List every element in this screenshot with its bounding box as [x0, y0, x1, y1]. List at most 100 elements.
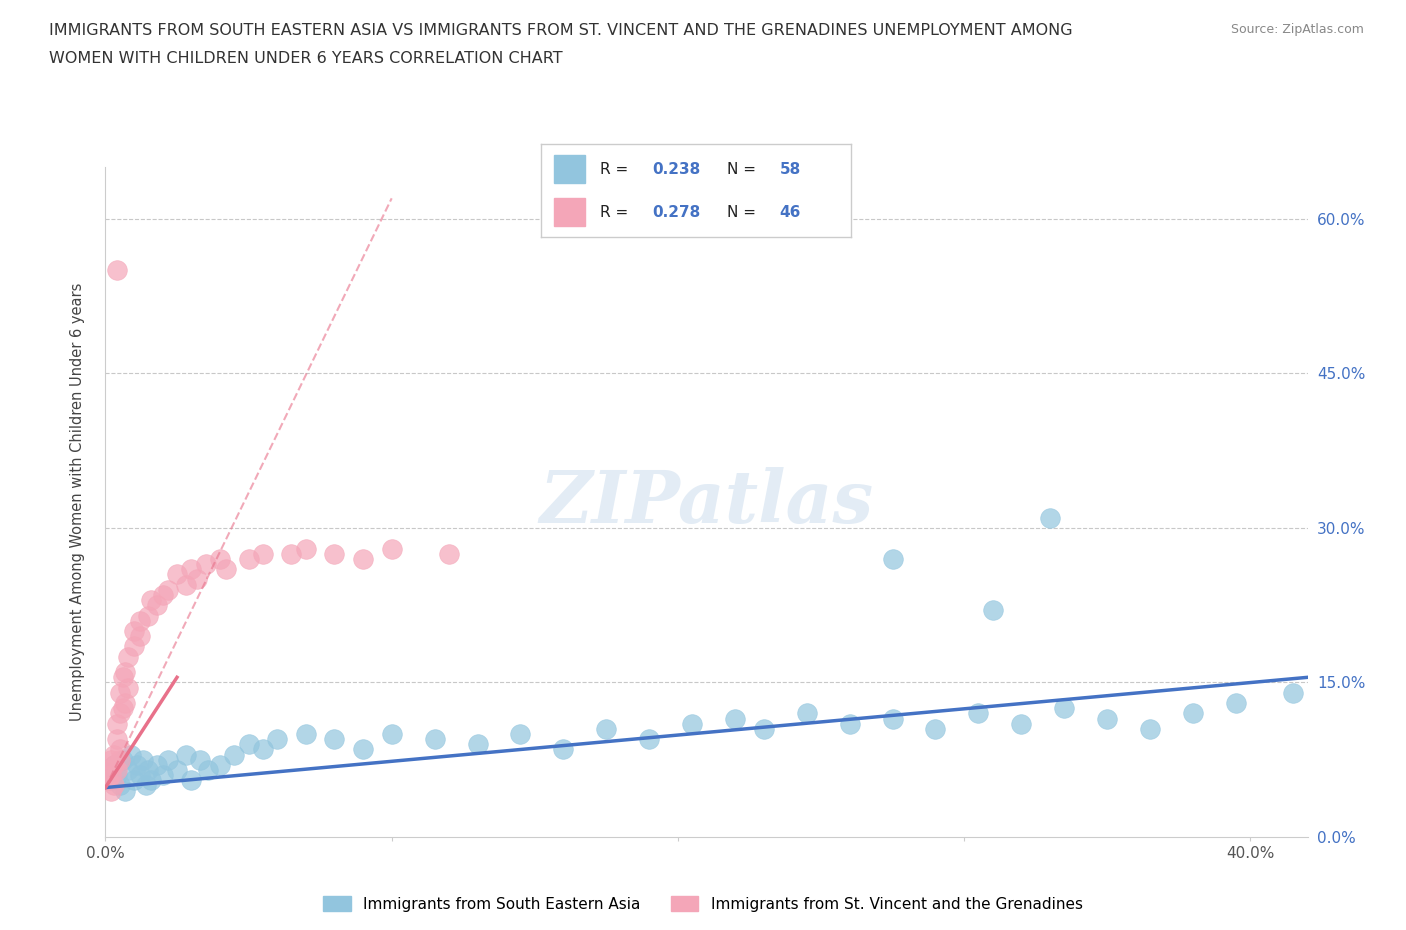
- Point: [509, 726, 531, 741]
- Point: [724, 711, 747, 726]
- Point: [266, 732, 288, 747]
- Point: [553, 742, 575, 757]
- Point: [381, 541, 404, 556]
- Text: ZIPatlas: ZIPatlas: [540, 467, 873, 538]
- Point: [1225, 696, 1247, 711]
- Point: [208, 551, 231, 566]
- Point: [238, 551, 260, 566]
- Point: [100, 783, 122, 798]
- Y-axis label: Unemployment Among Women with Children Under 6 years: Unemployment Among Women with Children U…: [70, 283, 86, 722]
- Point: [467, 737, 489, 751]
- Point: [180, 773, 202, 788]
- Point: [135, 778, 157, 793]
- Text: WOMEN WITH CHILDREN UNDER 6 YEARS CORRELATION CHART: WOMEN WITH CHILDREN UNDER 6 YEARS CORREL…: [49, 51, 562, 66]
- FancyBboxPatch shape: [554, 155, 585, 183]
- Point: [423, 732, 446, 747]
- Text: N =: N =: [727, 162, 761, 177]
- Point: [1095, 711, 1118, 726]
- Point: [323, 732, 346, 747]
- Point: [352, 551, 374, 566]
- Point: [166, 567, 188, 582]
- Point: [108, 742, 131, 757]
- Point: [141, 773, 163, 788]
- Point: [146, 598, 169, 613]
- Point: [838, 716, 860, 731]
- Point: [103, 778, 125, 793]
- Point: [111, 752, 134, 767]
- Point: [1010, 716, 1032, 731]
- Point: [117, 763, 139, 777]
- Point: [981, 603, 1004, 618]
- Point: [105, 263, 128, 278]
- Point: [188, 752, 211, 767]
- Point: [128, 629, 150, 644]
- Legend: Immigrants from South Eastern Asia, Immigrants from St. Vincent and the Grenadin: Immigrants from South Eastern Asia, Immi…: [318, 889, 1088, 918]
- Point: [105, 763, 128, 777]
- Point: [97, 763, 120, 777]
- Point: [252, 546, 274, 561]
- Point: [152, 588, 174, 603]
- Point: [108, 685, 131, 700]
- Point: [122, 773, 145, 788]
- Point: [114, 696, 136, 711]
- Point: [381, 726, 404, 741]
- Point: [1139, 722, 1161, 737]
- Point: [111, 701, 134, 716]
- Point: [967, 706, 990, 721]
- Point: [100, 773, 122, 788]
- Point: [97, 773, 120, 788]
- Point: [924, 722, 946, 737]
- Point: [437, 546, 460, 561]
- Point: [1053, 701, 1076, 716]
- Point: [128, 613, 150, 628]
- Point: [180, 562, 202, 577]
- Point: [105, 716, 128, 731]
- Point: [208, 757, 231, 772]
- Point: [214, 562, 236, 577]
- Point: [224, 747, 246, 762]
- Point: [138, 763, 160, 777]
- Point: [352, 742, 374, 757]
- Point: [1182, 706, 1205, 721]
- Text: Source: ZipAtlas.com: Source: ZipAtlas.com: [1230, 23, 1364, 36]
- Point: [157, 582, 180, 597]
- Text: R =: R =: [600, 162, 633, 177]
- Point: [105, 732, 128, 747]
- Point: [157, 752, 180, 767]
- Point: [252, 742, 274, 757]
- Text: 58: 58: [779, 162, 801, 177]
- Point: [108, 752, 131, 767]
- Point: [197, 763, 219, 777]
- Point: [100, 768, 122, 783]
- Text: 0.238: 0.238: [652, 162, 702, 177]
- Point: [108, 778, 131, 793]
- Point: [114, 665, 136, 680]
- Point: [128, 768, 150, 783]
- Text: R =: R =: [600, 205, 633, 219]
- Text: 0.278: 0.278: [652, 205, 702, 219]
- Point: [108, 706, 131, 721]
- Point: [295, 541, 318, 556]
- Point: [105, 768, 128, 783]
- Point: [186, 572, 208, 587]
- Point: [280, 546, 302, 561]
- Point: [111, 670, 134, 684]
- Point: [194, 556, 217, 571]
- FancyBboxPatch shape: [554, 198, 585, 226]
- Point: [174, 578, 197, 592]
- Text: IMMIGRANTS FROM SOUTH EASTERN ASIA VS IMMIGRANTS FROM ST. VINCENT AND THE GRENAD: IMMIGRANTS FROM SOUTH EASTERN ASIA VS IM…: [49, 23, 1073, 38]
- Point: [681, 716, 703, 731]
- Point: [103, 757, 125, 772]
- Point: [122, 639, 145, 654]
- Point: [114, 783, 136, 798]
- Point: [295, 726, 318, 741]
- Point: [238, 737, 260, 751]
- Point: [125, 757, 148, 772]
- Point: [103, 757, 125, 772]
- Point: [103, 747, 125, 762]
- Point: [138, 608, 160, 623]
- Point: [100, 752, 122, 767]
- Point: [174, 747, 197, 762]
- Text: N =: N =: [727, 205, 761, 219]
- Point: [323, 546, 346, 561]
